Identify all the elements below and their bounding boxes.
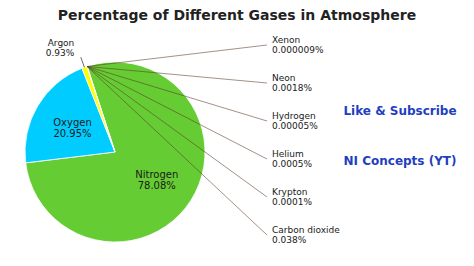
annotation-line-text: Helium xyxy=(272,149,304,159)
slice-label: Oxygen20.95% xyxy=(53,117,92,140)
labels: Nitrogen78.08% Oxygen20.95% Argon0.93% Xeno… xyxy=(46,35,457,246)
annotation-line-text: Carbon dioxide xyxy=(272,225,340,235)
credit: NI Concepts (YT) xyxy=(343,154,456,168)
slice-label-name: Oxygen xyxy=(53,117,92,128)
annotation-line-text: Xenon xyxy=(272,35,300,45)
leader-line xyxy=(81,57,85,67)
annotation-line xyxy=(87,45,267,66)
leader-lines xyxy=(81,45,267,235)
slice-label: Nitrogen78.08% xyxy=(135,169,178,192)
slice-label: Argon0.93% xyxy=(46,38,75,58)
chart: Percentage of Different Gases in Atmosph… xyxy=(0,0,474,266)
annotation: Helium0.0005% xyxy=(272,149,312,170)
slice-label-name: Argon xyxy=(48,38,75,48)
annotation: Krypton0.0001% xyxy=(272,187,312,208)
annotation-line xyxy=(87,66,267,197)
annotation-line-text: Krypton xyxy=(272,187,307,197)
slice-label-value: 20.95% xyxy=(53,128,91,139)
annotation: Neon0.0018% xyxy=(272,73,312,94)
annotation-line-text: 0.0018% xyxy=(272,83,312,93)
annotation-line xyxy=(87,66,267,235)
annotation-line-text: Neon xyxy=(272,73,295,83)
credit: Like & Subscribe xyxy=(343,104,456,118)
annotation-line-text: Hydrogen xyxy=(272,111,316,121)
annotation-line-text: 0.038% xyxy=(272,235,307,245)
slice-label-value: 0.93% xyxy=(46,48,75,58)
annotation-line-text: 0.0005% xyxy=(272,159,312,169)
annotation-line-text: 0.000009% xyxy=(272,45,324,55)
annotation-line-text: 0.0001% xyxy=(272,197,312,207)
annotation: Xenon0.000009% xyxy=(272,35,324,56)
annotation-line-text: 0.00005% xyxy=(272,121,318,131)
slice-label-name: Nitrogen xyxy=(135,169,178,180)
annotation: Hydrogen0.00005% xyxy=(272,111,318,132)
slice-label-value: 78.08% xyxy=(138,180,176,191)
annotation-line xyxy=(87,66,267,159)
annotation: Carbon dioxide0.038% xyxy=(272,225,340,246)
title: Percentage of Different Gases in Atmosph… xyxy=(58,7,416,23)
